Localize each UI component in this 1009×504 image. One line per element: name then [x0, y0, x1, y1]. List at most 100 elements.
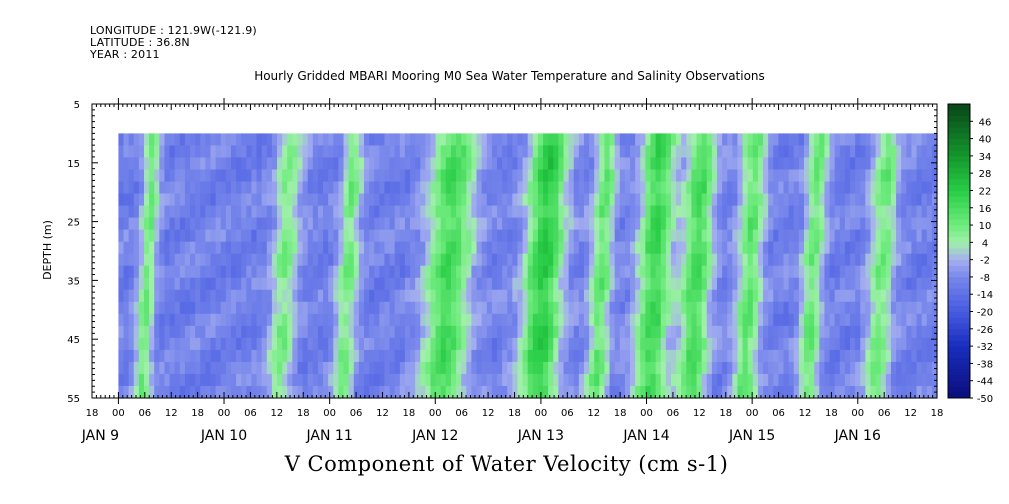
heatmap-cell	[696, 133, 703, 147]
heatmap-cell	[916, 361, 923, 375]
heatmap-cell	[435, 337, 442, 351]
heatmap-cell	[118, 313, 125, 327]
heatmap-cell	[926, 217, 933, 231]
heatmap-cell	[190, 169, 196, 183]
colorbar-label: -2	[980, 256, 990, 267]
heatmap-cell	[747, 241, 754, 255]
heatmap-cell	[727, 337, 733, 351]
colorbar-swatch	[948, 357, 970, 364]
heatmap-cell	[860, 301, 866, 315]
heatmap-cell	[737, 325, 744, 339]
heatmap-cell	[363, 229, 370, 243]
heatmap-cell	[369, 205, 375, 219]
heatmap-cell	[486, 253, 493, 267]
heatmap-cell	[855, 325, 861, 339]
heatmap-cell	[190, 157, 196, 171]
heatmap-cell	[819, 193, 826, 207]
heatmap-cell	[261, 265, 268, 279]
heatmap-cell	[123, 313, 130, 327]
heatmap-cell	[727, 205, 733, 219]
heatmap-cell	[123, 205, 130, 219]
heatmap-cell	[906, 313, 913, 327]
heatmap-cell	[548, 229, 554, 243]
heatmap-cell	[358, 145, 365, 159]
heatmap-cell	[788, 313, 795, 327]
heatmap-cell	[655, 217, 662, 231]
heatmap-cell	[696, 217, 703, 231]
heatmap-cell	[906, 253, 913, 267]
heatmap-cell	[676, 361, 682, 375]
heatmap-cell	[476, 217, 483, 231]
x-tick-label: 12	[270, 408, 283, 419]
heatmap-cell	[921, 301, 928, 315]
heatmap-cell	[179, 301, 186, 315]
heatmap-cell	[174, 193, 181, 207]
heatmap-cell	[763, 265, 769, 279]
heatmap-cell	[404, 133, 411, 147]
heatmap-cell	[609, 337, 616, 351]
heatmap-cell	[404, 169, 411, 183]
heatmap-cell	[850, 145, 856, 159]
colorbar-frame	[947, 103, 971, 399]
heatmap-cell	[307, 181, 314, 195]
heatmap-cell	[778, 325, 785, 339]
heatmap-cell	[630, 181, 636, 195]
heatmap-cell	[159, 241, 166, 255]
heatmap-cell	[348, 145, 355, 159]
heatmap-cell	[220, 169, 227, 183]
heatmap-cell	[717, 133, 723, 147]
heatmap-cell	[133, 289, 140, 303]
heatmap-cell	[379, 373, 386, 387]
heatmap-cell	[445, 265, 452, 279]
heatmap-cell	[757, 277, 764, 291]
heatmap-cell	[798, 349, 805, 363]
heatmap-cell	[650, 277, 657, 291]
heatmap-cell	[681, 265, 687, 279]
heatmap-cell	[604, 265, 611, 279]
heatmap-cell	[624, 229, 631, 243]
heatmap-cell	[737, 205, 744, 219]
heatmap-cell	[757, 205, 764, 219]
heatmap-cell	[630, 169, 636, 183]
colorbar-swatch	[948, 138, 970, 145]
heatmap-cell	[691, 241, 698, 255]
heatmap-cell	[773, 349, 779, 363]
heatmap-cell	[558, 313, 565, 327]
heatmap-cell	[236, 277, 242, 291]
heatmap-cell	[491, 193, 498, 207]
heatmap-cell	[727, 157, 733, 171]
y-tick-label: 15	[67, 159, 80, 170]
heatmap-cell	[650, 301, 657, 315]
heatmap-cell	[793, 229, 800, 243]
heatmap-cell	[302, 277, 309, 291]
heatmap-cell	[225, 277, 232, 291]
heatmap-cell	[450, 349, 457, 363]
heatmap-cell	[630, 361, 636, 375]
heatmap-cell	[236, 157, 242, 171]
heatmap-cell	[200, 193, 206, 207]
heatmap-cell	[563, 229, 570, 243]
heatmap-cell	[445, 361, 452, 375]
heatmap-cell	[271, 265, 278, 279]
heatmap-cell	[650, 289, 657, 303]
heatmap-cell	[282, 349, 288, 363]
heatmap-cell	[333, 193, 340, 207]
heatmap-cell	[343, 265, 350, 279]
heatmap-cell	[604, 301, 611, 315]
heatmap-cell	[604, 241, 611, 255]
heatmap-cell	[517, 229, 524, 243]
heatmap-cell	[885, 373, 892, 387]
heatmap-cell	[624, 349, 631, 363]
heatmap-cell	[476, 253, 483, 267]
heatmap-cell	[722, 205, 728, 219]
heatmap-cell	[870, 337, 877, 351]
heatmap-cell	[430, 169, 437, 183]
heatmap-cell	[159, 325, 166, 339]
heatmap-cell	[220, 193, 227, 207]
heatmap-cell	[394, 361, 401, 375]
heatmap-cell	[875, 325, 882, 339]
longitude-label: LONGITUDE : 121.9W(-121.9)	[90, 24, 257, 37]
heatmap-cell	[507, 181, 513, 195]
heatmap-cell	[722, 289, 728, 303]
heatmap-cell	[445, 301, 452, 315]
